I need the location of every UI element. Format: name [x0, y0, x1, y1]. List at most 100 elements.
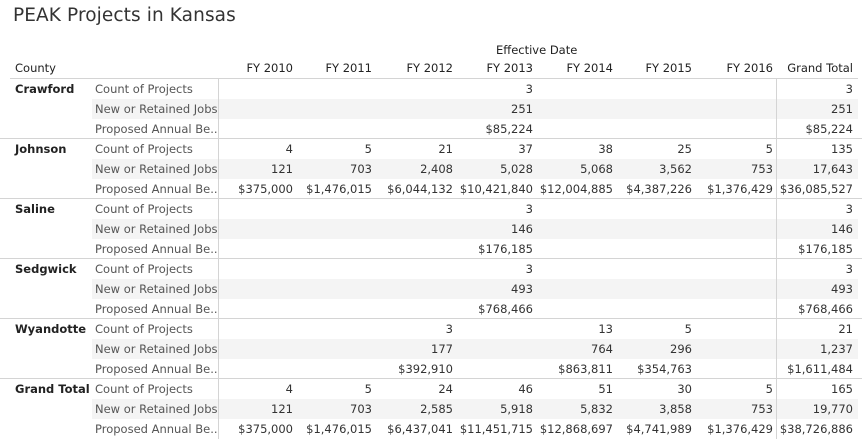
measure-label: Proposed Annual Be..	[95, 122, 217, 136]
table-row: Proposed Annual Be.. $176,185 $176,185	[0, 239, 862, 259]
column-header: FY 2012	[406, 61, 453, 75]
column-header: FY 2015	[645, 61, 692, 75]
county-label: Crawford	[15, 82, 75, 96]
table-cell: $354,763	[637, 362, 692, 376]
table-cell: 5	[684, 322, 692, 336]
row-band	[92, 159, 858, 179]
header-divider-left	[10, 78, 218, 79]
table-cell: $12,004,885	[539, 182, 613, 196]
table-cell: 51	[598, 382, 613, 396]
measure-label: Count of Projects	[95, 82, 193, 96]
measure-label: New or Retained Jobs	[95, 342, 217, 356]
table-cell: $176,185	[798, 242, 853, 256]
table-cell: $38,726,886	[779, 422, 853, 436]
table-cell: 177	[431, 342, 453, 356]
measure-label: New or Retained Jobs	[95, 102, 217, 116]
measure-divider	[218, 79, 219, 439]
header-divider	[218, 78, 858, 79]
measure-label: Proposed Annual Be..	[95, 362, 217, 376]
table-cell: 753	[751, 162, 773, 176]
table-cell: $375,000	[238, 422, 293, 436]
row-header-county: County	[15, 61, 56, 75]
table-cell: 296	[670, 342, 692, 356]
table-row: Proposed Annual Be.. $375,000 $1,476,015 $6…	[0, 419, 862, 439]
table-row: New or Retained Jobs 251 251	[0, 99, 862, 119]
table-cell: 3,858	[659, 402, 692, 416]
measure-label: Count of Projects	[95, 382, 193, 396]
table-cell: $36,085,527	[779, 182, 853, 196]
table-cell: 703	[350, 162, 372, 176]
row-band	[92, 99, 858, 119]
table-cell: 2,408	[420, 162, 453, 176]
table-cell: $1,476,015	[306, 182, 372, 196]
measure-label: Proposed Annual Be..	[95, 182, 217, 196]
table-cell: 753	[751, 402, 773, 416]
column-header: FY 2013	[486, 61, 533, 75]
measure-label: Count of Projects	[95, 262, 193, 276]
table-cell: 30	[677, 382, 692, 396]
table-row: New or Retained Jobs 493 493	[0, 279, 862, 299]
table-cell: 3	[845, 202, 853, 216]
county-label: Wyandotte	[15, 322, 87, 336]
measure-label: Count of Projects	[95, 142, 193, 156]
table-cell: 5	[765, 382, 773, 396]
table-cell: 3,562	[659, 162, 692, 176]
table-row: Proposed Annual Be.. $392,910 $863,811 $354…	[0, 359, 862, 379]
table-row: New or Retained Jobs 177 764 296 1,237	[0, 339, 862, 359]
table-cell: 5,068	[580, 162, 613, 176]
column-header: FY 2014	[566, 61, 613, 75]
measure-label: New or Retained Jobs	[95, 222, 217, 236]
table-cell: 17,643	[812, 162, 853, 176]
table-cell: 21	[438, 142, 453, 156]
table-cell: $6,437,041	[387, 422, 453, 436]
table-cell: 5	[364, 382, 372, 396]
row-band	[92, 339, 858, 359]
table-cell: 121	[271, 162, 293, 176]
table-cell: $768,466	[798, 302, 853, 316]
table-cell: 3	[445, 322, 453, 336]
measure-label: Proposed Annual Be..	[95, 422, 217, 436]
row-band	[92, 279, 858, 299]
column-header: FY 2011	[325, 61, 372, 75]
table-cell: 3	[525, 82, 533, 96]
table-cell: $1,611,484	[787, 362, 853, 376]
table-cell: 146	[831, 222, 853, 236]
table-cell: $4,741,989	[626, 422, 692, 436]
table-cell: $85,224	[485, 122, 533, 136]
table-cell: $85,224	[805, 122, 853, 136]
measure-label: Count of Projects	[95, 322, 193, 336]
county-label: Grand Total	[15, 382, 90, 396]
table-cell: 251	[831, 102, 853, 116]
table-row: New or Retained Jobs 146 146	[0, 219, 862, 239]
page-title: PEAK Projects in Kansas	[13, 5, 236, 26]
grand-total-divider	[776, 79, 777, 439]
table-cell: $863,811	[558, 362, 613, 376]
county-label: Saline	[15, 202, 55, 216]
table-cell: $1,476,015	[306, 422, 372, 436]
table-cell: $4,387,226	[626, 182, 692, 196]
table-cell: $392,910	[398, 362, 453, 376]
table-cell: 493	[831, 282, 853, 296]
measure-label: New or Retained Jobs	[95, 282, 217, 296]
table-cell: $375,000	[238, 182, 293, 196]
table-cell: 3	[845, 82, 853, 96]
table-cell: 38	[598, 142, 613, 156]
table-row: Johnson Count of Projects 4 5 21 37 38 25 5 135	[0, 138, 862, 159]
table-cell: 165	[831, 382, 853, 396]
table-row: Wyandotte Count of Projects 3 13 5 21	[0, 318, 862, 339]
table-row: Proposed Annual Be.. $375,000 $1,476,015 $6…	[0, 179, 862, 199]
measure-label: Proposed Annual Be..	[95, 302, 217, 316]
table-cell: 2,585	[420, 402, 453, 416]
measure-label: Proposed Annual Be..	[95, 242, 217, 256]
county-label: Johnson	[15, 142, 67, 156]
table-cell: 4	[285, 142, 293, 156]
table-row: Proposed Annual Be.. $85,224 $85,224	[0, 119, 862, 139]
crosstab-table: Crawford Count of Projects 3 3 New or Retain…	[0, 79, 862, 439]
row-band	[92, 219, 858, 239]
table-row: Grand Total Count of Projects 4 5 24 46 51 30 5 1…	[0, 378, 862, 399]
table-cell: 121	[271, 402, 293, 416]
table-cell: 5,832	[580, 402, 613, 416]
measure-label: Count of Projects	[95, 202, 193, 216]
column-header: FY 2010	[246, 61, 293, 75]
table-cell: 21	[838, 322, 853, 336]
